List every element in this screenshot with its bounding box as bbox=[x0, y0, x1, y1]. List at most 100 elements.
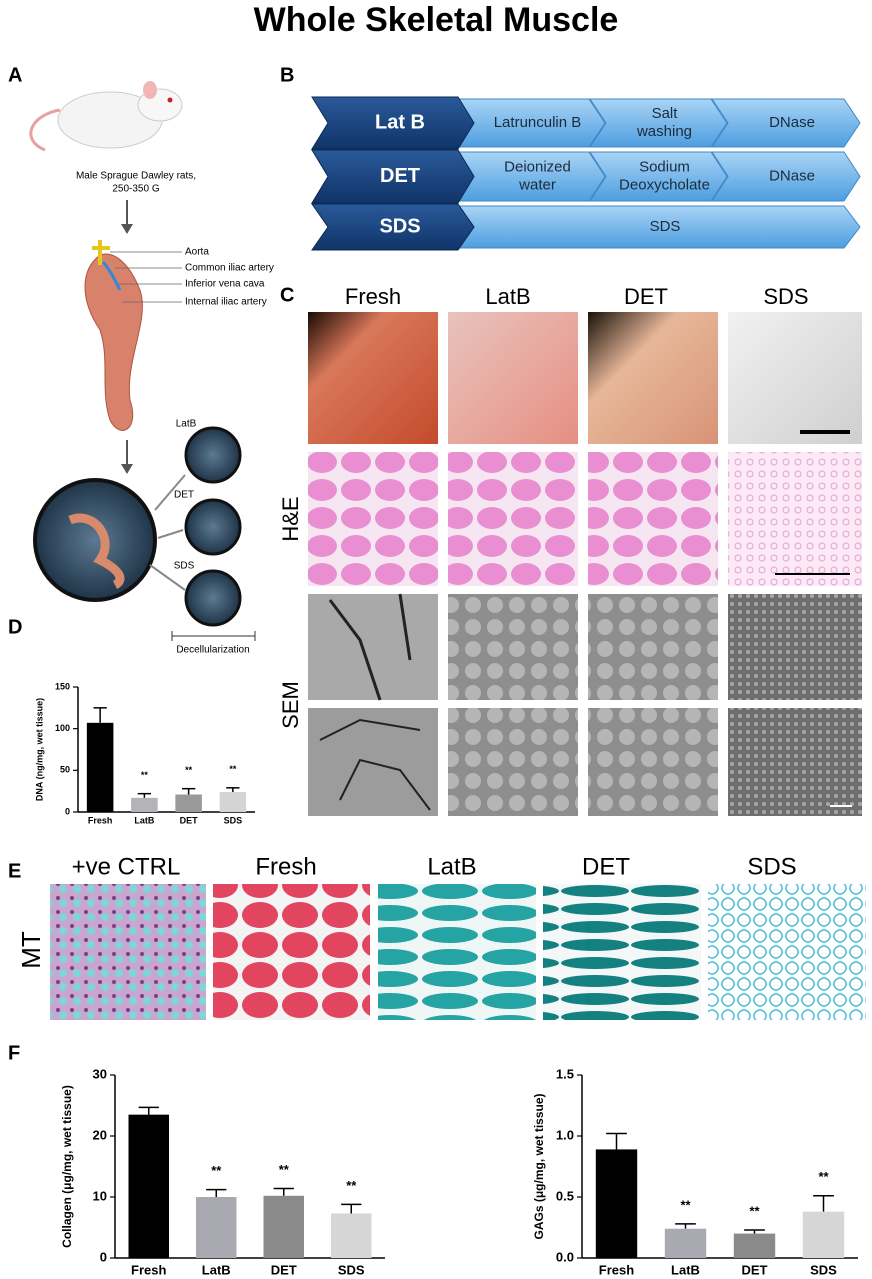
y-tick-label: 10 bbox=[93, 1188, 107, 1203]
bar bbox=[664, 1228, 707, 1258]
column-header: LatB bbox=[427, 853, 476, 880]
significance-label: ** bbox=[818, 1169, 829, 1184]
step-label: SDS bbox=[650, 218, 681, 235]
step-label: Deionized bbox=[504, 158, 571, 175]
micrograph-grid bbox=[308, 312, 862, 816]
column-header: DET bbox=[624, 284, 668, 309]
x-tick-label: DET bbox=[271, 1262, 297, 1277]
column-header: SDS bbox=[763, 284, 808, 309]
process-step bbox=[711, 151, 861, 202]
process-step bbox=[711, 98, 861, 148]
y-tick-label: 0 bbox=[100, 1249, 107, 1264]
vessel-label: Inferior vena cava bbox=[185, 279, 265, 290]
y-tick-label: 150 bbox=[55, 681, 70, 691]
column-header: Fresh bbox=[345, 284, 401, 309]
bar bbox=[263, 1195, 304, 1258]
rat-illustration bbox=[29, 81, 183, 152]
panel-label: C bbox=[280, 284, 294, 306]
panel-label: D bbox=[8, 616, 22, 638]
significance-label: ** bbox=[680, 1197, 691, 1212]
method-label: SDS bbox=[379, 215, 420, 237]
process-step bbox=[589, 151, 728, 202]
significance-label: ** bbox=[141, 770, 149, 780]
bar bbox=[175, 794, 202, 812]
panel-label: B bbox=[280, 64, 294, 86]
x-tick-label: DET bbox=[742, 1262, 768, 1277]
y-tick-label: 20 bbox=[93, 1127, 107, 1142]
y-tick-label: 30 bbox=[93, 1066, 107, 1081]
step-label: washing bbox=[636, 123, 692, 140]
stain-grid bbox=[50, 884, 866, 1020]
x-tick-label: Fresh bbox=[131, 1262, 166, 1277]
significance-label: ** bbox=[279, 1162, 290, 1177]
column-header: DET bbox=[582, 853, 630, 880]
bar bbox=[595, 1149, 638, 1258]
row-label: H&E bbox=[278, 496, 303, 541]
rat-caption: Male Sprague Dawley rats, bbox=[76, 171, 196, 182]
row-label: SEM bbox=[278, 681, 303, 729]
bar bbox=[128, 1114, 169, 1258]
y-tick-label: 1.5 bbox=[556, 1066, 574, 1081]
step-label: Salt bbox=[652, 105, 679, 122]
bar bbox=[331, 1213, 372, 1258]
x-tick-label: Fresh bbox=[599, 1262, 634, 1277]
significance-label: ** bbox=[211, 1163, 222, 1178]
vessel-label: Internal iliac artery bbox=[185, 297, 267, 308]
significance-label: ** bbox=[229, 764, 237, 774]
step-label: Deoxycholate bbox=[619, 176, 710, 193]
arrow bbox=[121, 440, 133, 474]
y-axis-label: DNA (ng/mg, wet tissue) bbox=[34, 698, 44, 801]
x-tick-label: LatB bbox=[671, 1262, 700, 1277]
y-tick-label: 0 bbox=[65, 806, 70, 816]
bar bbox=[219, 792, 247, 812]
x-tick-label: LatB bbox=[202, 1262, 231, 1277]
x-tick-label: DET bbox=[180, 815, 199, 825]
step-label: DNase bbox=[769, 167, 815, 184]
y-tick-label: 50 bbox=[60, 765, 70, 775]
treatment-label: DET bbox=[174, 490, 194, 501]
perfusion-dishes bbox=[33, 426, 256, 641]
vascular-illustration bbox=[84, 240, 182, 431]
method-label: Lat B bbox=[375, 111, 425, 133]
method-label: DET bbox=[380, 165, 420, 187]
x-tick-label: LatB bbox=[134, 815, 155, 825]
step-label: DNase bbox=[769, 114, 815, 131]
bar bbox=[196, 1197, 237, 1258]
significance-label: ** bbox=[749, 1203, 760, 1218]
bar bbox=[733, 1233, 776, 1258]
figure-title: Whole Skeletal Muscle bbox=[254, 1, 619, 39]
arrow bbox=[121, 200, 133, 234]
step-label: water bbox=[518, 176, 556, 193]
treatment-label: SDS bbox=[174, 561, 195, 572]
method-chevron bbox=[311, 149, 475, 204]
column-header: SDS bbox=[747, 853, 796, 880]
y-tick-label: 0.5 bbox=[556, 1188, 574, 1203]
column-header: LatB bbox=[485, 284, 530, 309]
vessel-label: Aorta bbox=[185, 247, 209, 258]
y-axis-label: Collagen (μg/mg, wet tissue) bbox=[60, 1085, 74, 1248]
column-header: Fresh bbox=[255, 853, 316, 880]
column-header: +ve CTRL bbox=[72, 853, 181, 880]
step-label: Latrunculin B bbox=[494, 114, 582, 131]
x-tick-label: SDS bbox=[338, 1262, 365, 1277]
x-tick-label: SDS bbox=[224, 815, 243, 825]
panel-label: A bbox=[8, 64, 22, 86]
bar bbox=[802, 1211, 845, 1258]
significance-label: ** bbox=[346, 1178, 357, 1193]
x-tick-label: SDS bbox=[810, 1262, 837, 1277]
bar bbox=[131, 797, 158, 812]
treatment-label: LatB bbox=[176, 419, 197, 430]
panel-label: F bbox=[8, 1042, 20, 1064]
y-tick-label: 0.0 bbox=[556, 1249, 574, 1264]
row-label: MT bbox=[16, 931, 46, 969]
bar bbox=[86, 722, 114, 812]
x-tick-label: Fresh bbox=[88, 815, 113, 825]
y-axis-label: GAGs (μg/mg, wet tissue) bbox=[532, 1093, 546, 1239]
panel-label: E bbox=[8, 860, 21, 882]
rat-caption: 250-350 G bbox=[112, 184, 159, 195]
method-chevron bbox=[311, 203, 475, 251]
method-chevron bbox=[311, 96, 475, 150]
